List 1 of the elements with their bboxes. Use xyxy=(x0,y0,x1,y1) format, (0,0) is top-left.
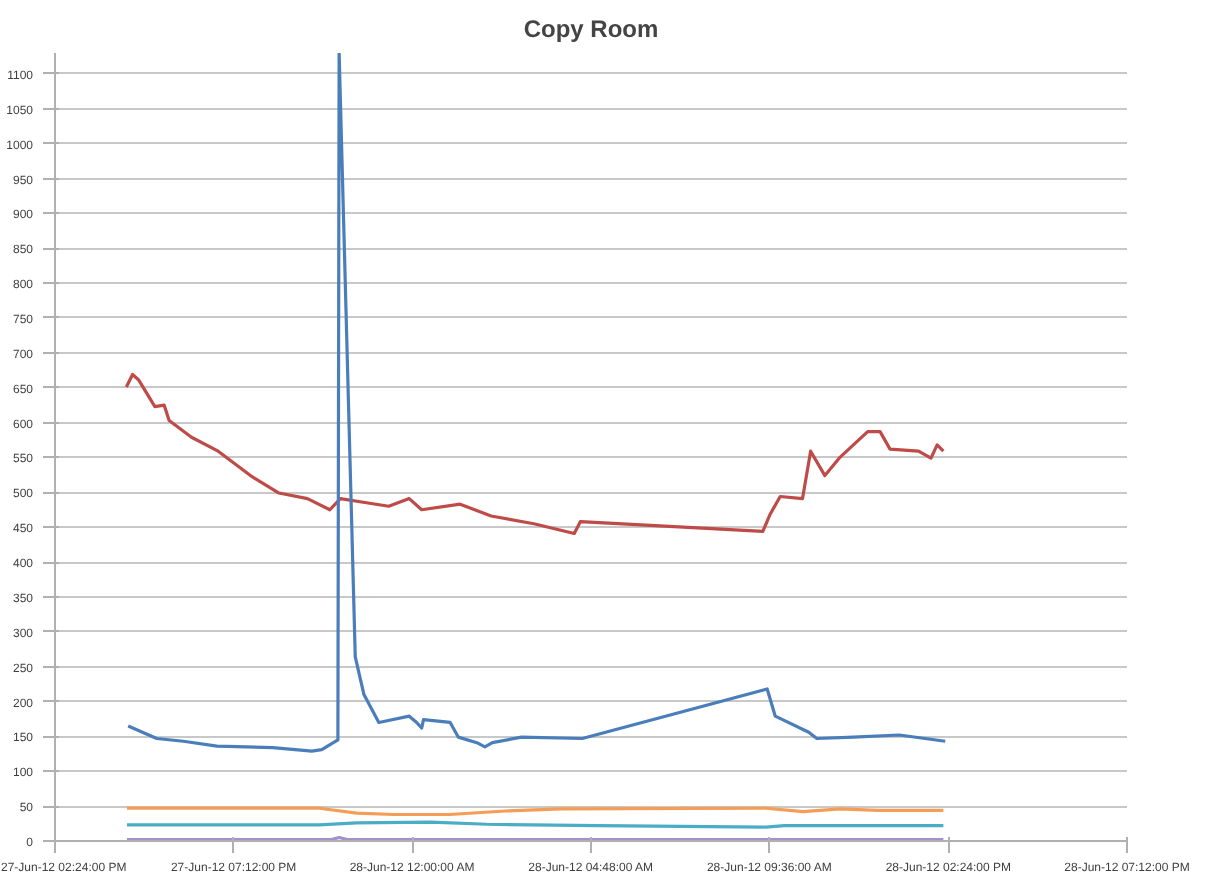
chart-title: Copy Room xyxy=(523,15,659,43)
